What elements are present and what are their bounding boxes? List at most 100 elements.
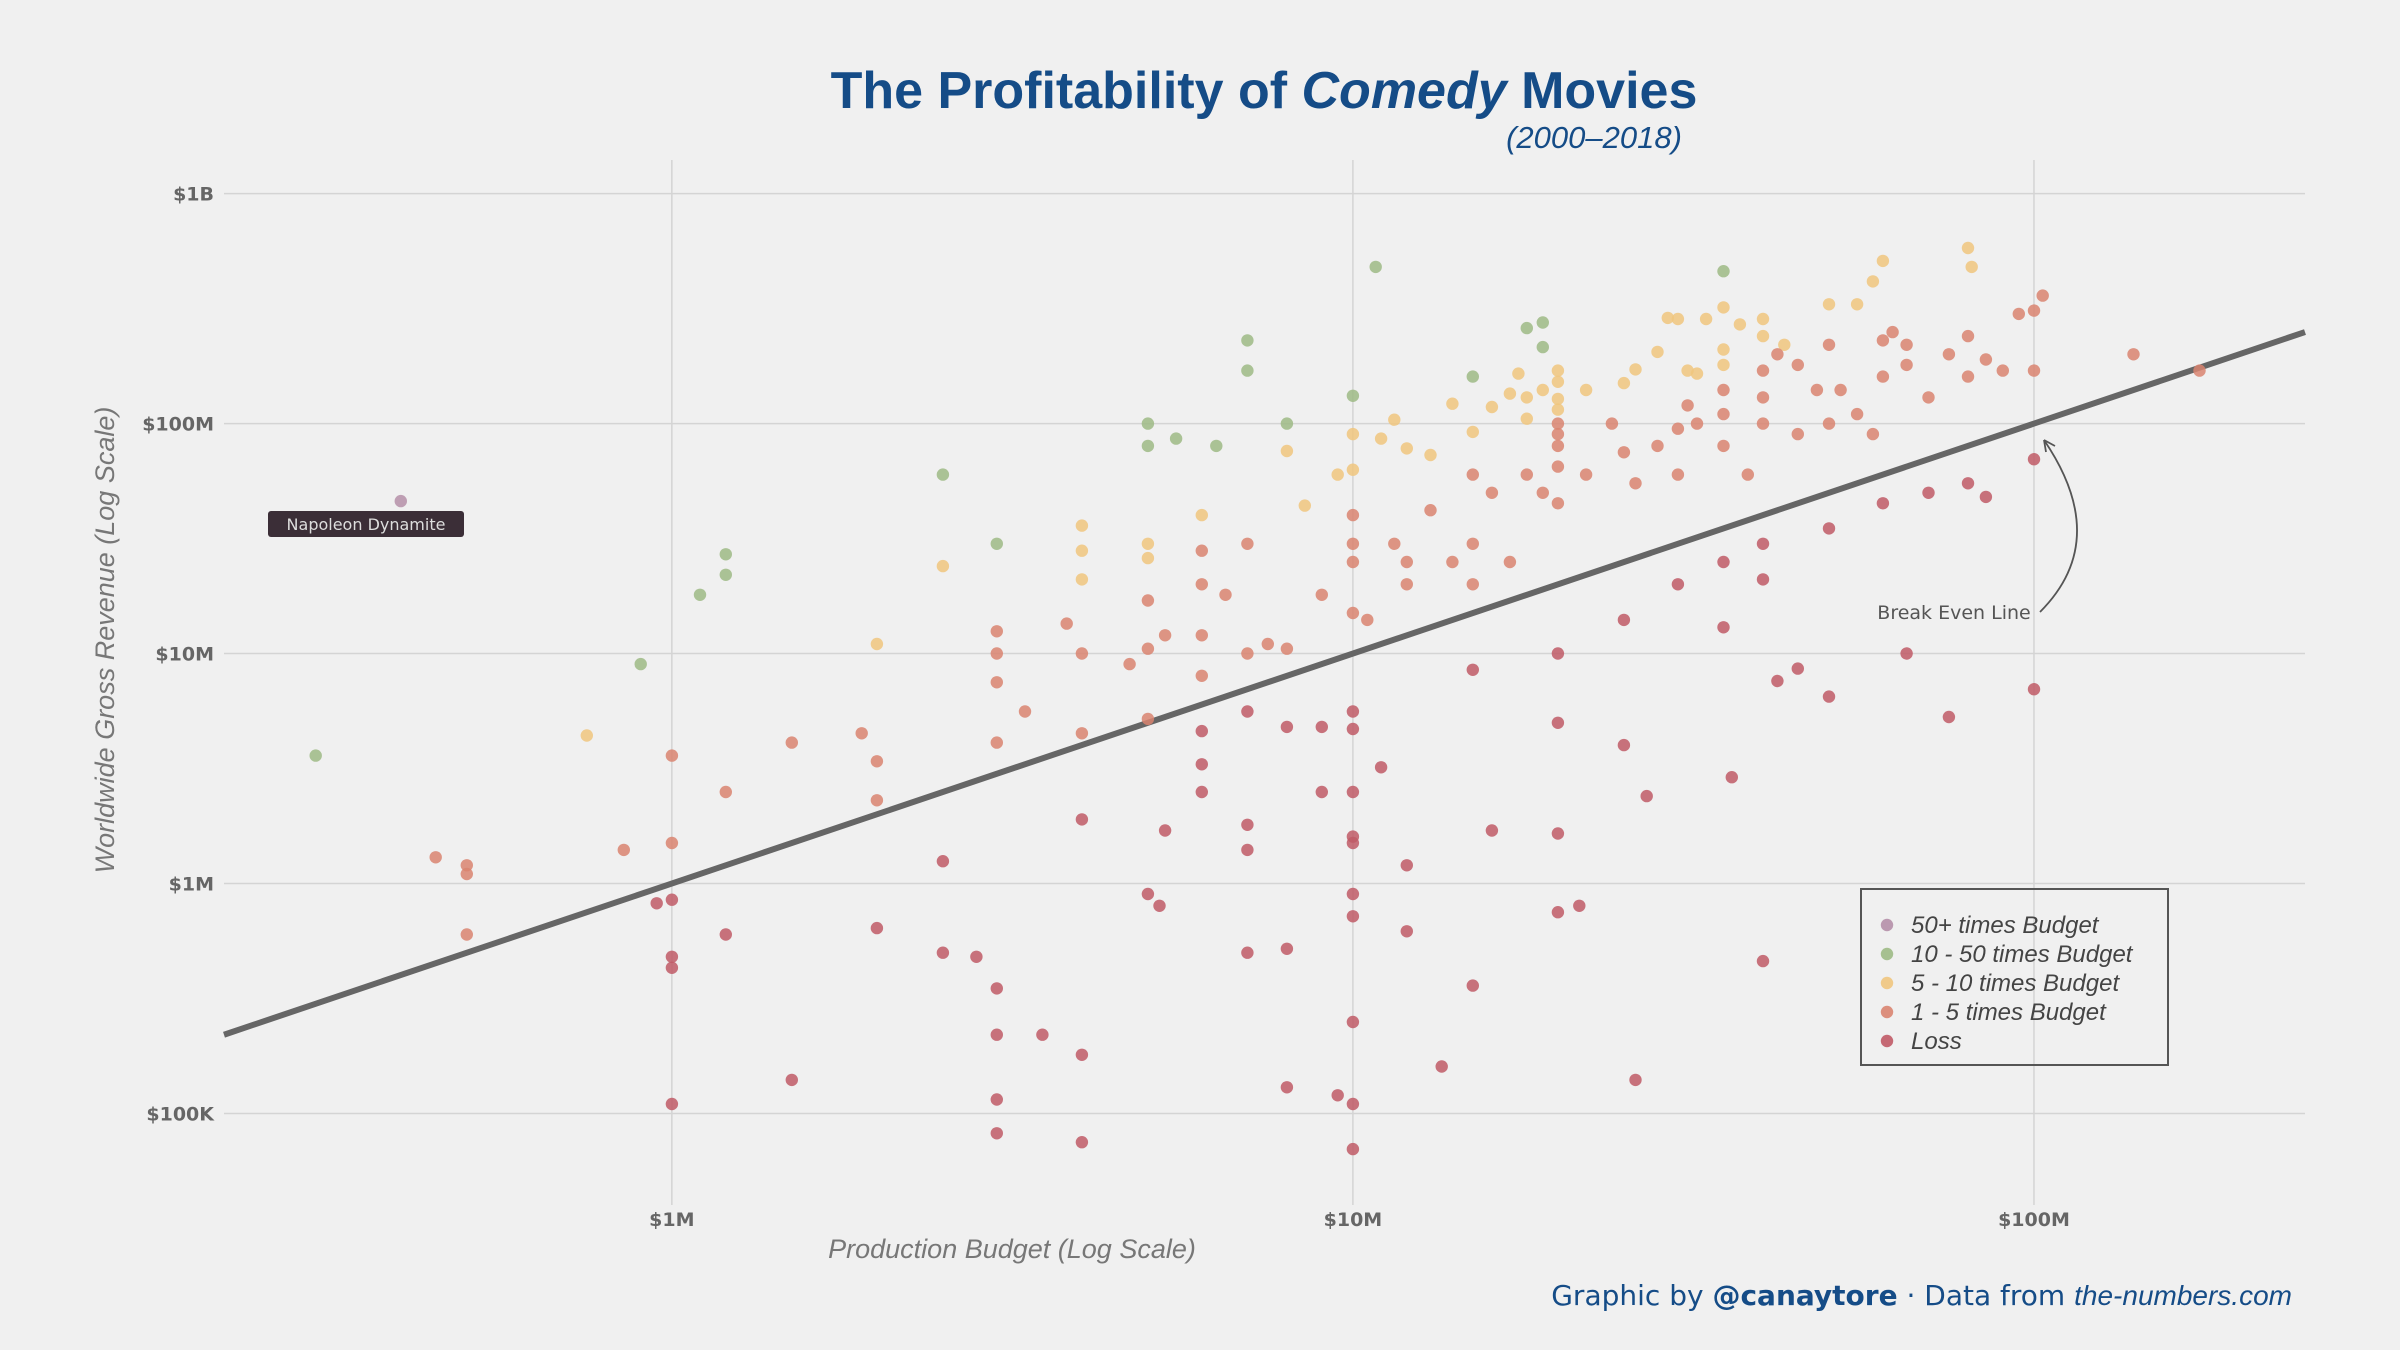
y-tick-label-1: $1M: [169, 874, 214, 896]
point-2-12: [1346, 427, 1360, 441]
point-3-8: [785, 736, 798, 749]
point-3-57: [1579, 468, 1593, 481]
point-2-18: [1446, 397, 1459, 410]
y-tick-label-0: $100K: [146, 1103, 215, 1125]
point-4-15: [1036, 1028, 1049, 1041]
point-3-84: [1886, 325, 1899, 339]
point-3-86: [1900, 338, 1913, 351]
point-3-48: [1485, 486, 1499, 499]
point-2-19: [1466, 425, 1480, 439]
point-3-97: [2127, 348, 2140, 361]
point-2-41: [1717, 343, 1730, 356]
point-4-71: [1671, 578, 1685, 591]
point-3-54: [1551, 439, 1565, 453]
point-3-27: [1195, 578, 1209, 591]
point-4-60: [1756, 954, 1770, 968]
chart-subtitle: (2000–2018): [1506, 120, 1682, 155]
point-2-22: [1512, 367, 1525, 380]
point-1-9: [1169, 432, 1183, 445]
point-3-74: [1791, 427, 1805, 441]
legend-label-2: 5 - 10 times Budget: [1911, 970, 2120, 997]
point-3-24: [1158, 629, 1172, 642]
point-4-51: [1551, 716, 1565, 729]
break-even-arrowhead: [2043, 439, 2056, 453]
point-2-13: [1346, 463, 1360, 476]
point-4-77: [1961, 477, 1975, 490]
point-3-29: [1219, 588, 1232, 601]
point-3-42: [1400, 555, 1414, 569]
point-2-48: [1866, 275, 1880, 288]
point-1-1: [634, 657, 647, 671]
point-3-77: [1822, 417, 1836, 430]
point-4-3: [665, 961, 679, 974]
chart-title: The Profitability of Comedy Movies: [831, 62, 1698, 120]
point-4-18: [1075, 1136, 1089, 1149]
title-suffix: Movies: [1507, 62, 1698, 120]
point-4-21: [1158, 824, 1172, 837]
point-1-4: [719, 548, 732, 561]
point-4-56: [1629, 1073, 1642, 1087]
point-4-68: [1466, 663, 1480, 676]
point-2-9: [1280, 444, 1294, 458]
point-4-49: [1466, 979, 1480, 992]
point-2-51: [1965, 260, 1978, 274]
x-axis-label: Production Budget (Log Scale): [828, 1234, 1196, 1264]
point-3-1: [460, 867, 473, 881]
point-3-9: [855, 727, 868, 740]
point-2-45: [1778, 338, 1791, 351]
point-4-41: [1346, 910, 1360, 923]
point-3-16: [1018, 705, 1032, 718]
point-2-49: [1876, 254, 1890, 268]
point-2-30: [1579, 383, 1593, 397]
y-tick-label-4: $1B: [173, 184, 214, 206]
point-4-40: [1346, 887, 1360, 901]
legend-label-1: 10 - 50 times Budget: [1911, 941, 2134, 968]
point-1-12: [1241, 334, 1254, 347]
point-2-43: [1756, 312, 1770, 326]
series-4: [650, 453, 2041, 1156]
point-1-20: [1717, 265, 1730, 278]
point-3-62: [1671, 468, 1685, 481]
point-4-28: [1241, 946, 1254, 959]
point-2-38: [1699, 312, 1713, 326]
point-4-24: [1195, 785, 1209, 799]
point-4-78: [1979, 490, 1993, 504]
point-3-82: [1876, 370, 1890, 383]
point-2-16: [1400, 442, 1414, 455]
point-1-8: [1141, 417, 1155, 430]
point-2-11: [1331, 468, 1344, 481]
point-1-19: [1536, 340, 1550, 354]
point-4-70: [1617, 613, 1631, 627]
point-4-17: [1075, 813, 1089, 826]
point-4-62: [1771, 674, 1784, 688]
point-1-16: [1466, 370, 1480, 383]
point-3-33: [1280, 642, 1294, 655]
point-3-72: [1756, 364, 1770, 377]
point-3-47: [1466, 468, 1480, 481]
point-4-65: [1900, 647, 1913, 660]
point-4-63: [1791, 662, 1805, 675]
point-4-64: [1822, 690, 1836, 703]
point-2-33: [1651, 345, 1664, 359]
point-3-61: [1651, 439, 1664, 453]
point-3-6: [665, 749, 679, 762]
point-4-29: [1280, 942, 1294, 955]
point-4-13: [990, 1093, 1003, 1106]
point-3-32: [1261, 637, 1275, 651]
point-3-91: [1979, 353, 1993, 366]
point-4-12: [990, 1028, 1003, 1041]
point-4-5: [719, 928, 732, 941]
point-4-25: [1241, 705, 1254, 718]
point-4-59: [1725, 771, 1739, 784]
series-3: [429, 289, 2206, 941]
point-2-6: [1141, 551, 1155, 565]
point-4-1: [665, 893, 679, 906]
point-3-68: [1717, 383, 1730, 397]
point-2-29: [1551, 403, 1565, 416]
legend-label-3: 1 - 5 times Budget: [1911, 999, 2107, 1026]
point-4-53: [1551, 906, 1565, 919]
point-3-38: [1346, 508, 1360, 522]
point-2-37: [1690, 367, 1704, 380]
point-1-15: [1369, 260, 1382, 274]
point-3-39: [1361, 613, 1374, 627]
